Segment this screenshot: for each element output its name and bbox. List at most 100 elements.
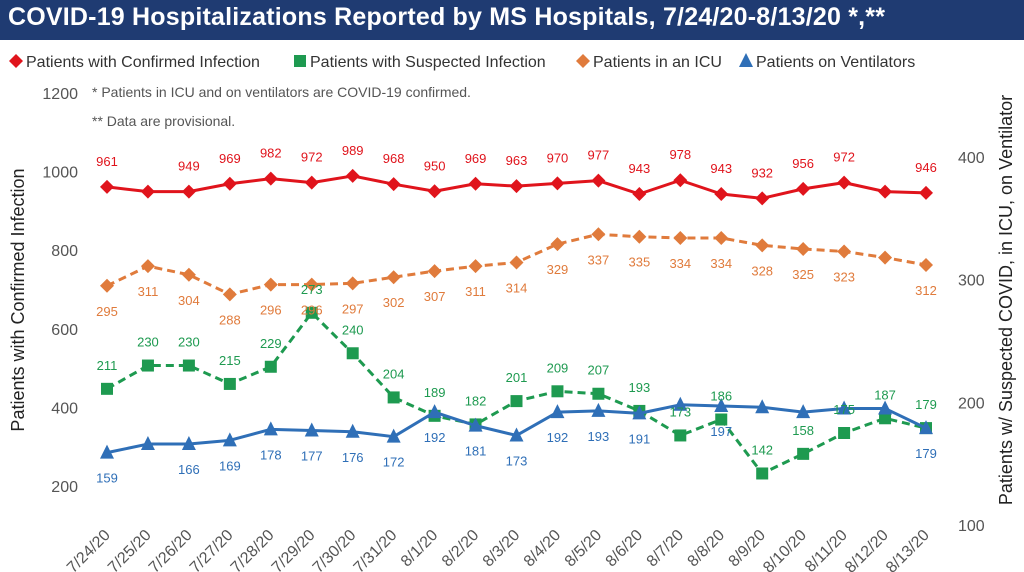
left-axis-title: Patients with Confirmed Infection — [8, 168, 28, 431]
legend-item: Patients with Confirmed Infection — [9, 54, 260, 71]
data-point — [756, 467, 769, 480]
data-label: 932 — [751, 165, 773, 180]
data-label: 189 — [424, 385, 446, 400]
data-label: 969 — [219, 151, 241, 166]
data-point — [263, 277, 278, 292]
data-point — [919, 257, 933, 272]
data-label: 192 — [424, 430, 446, 445]
data-label: 159 — [96, 471, 118, 486]
data-point — [632, 405, 647, 420]
x-tick-label: 8/8/20 — [685, 527, 729, 571]
data-label: 977 — [588, 148, 610, 163]
data-label: 211 — [97, 358, 118, 373]
data-label: 972 — [833, 150, 855, 165]
legend-item: Patients with Suspected Infection — [294, 54, 546, 71]
data-point — [427, 184, 442, 199]
legend: Patients with Confirmed Infection Patient… — [9, 53, 915, 71]
data-label: 328 — [751, 263, 773, 278]
data-label: 193 — [588, 429, 610, 444]
data-label: 312 — [915, 283, 937, 298]
data-point — [837, 175, 852, 190]
data-label: 192 — [547, 430, 569, 445]
data-point — [345, 423, 360, 438]
series-layer: 961 949 969 982 972 989 968 950 969 963 970 977 943 9… — [96, 143, 937, 486]
data-point — [263, 421, 278, 436]
legend-marker — [739, 53, 753, 67]
legend-marker — [576, 54, 590, 68]
data-label: 314 — [506, 280, 528, 295]
data-label: 961 — [96, 154, 118, 169]
title-bar: COVID-19 Hospitalizations Reported by MS… — [0, 0, 1024, 40]
data-label: 197 — [710, 424, 732, 439]
note-provisional: ** Data are provisional. — [92, 113, 235, 129]
data-point — [878, 400, 893, 415]
data-point — [591, 173, 606, 188]
data-label: 204 — [383, 366, 405, 381]
data-point — [878, 250, 893, 265]
data-point — [386, 270, 401, 285]
data-label: 337 — [588, 252, 610, 267]
left-tick-label: 400 — [51, 400, 78, 417]
data-label: 191 — [628, 431, 650, 446]
data-point — [387, 391, 400, 404]
data-label: 178 — [260, 447, 282, 462]
data-point — [755, 399, 770, 414]
data-point — [755, 238, 770, 253]
data-point — [796, 242, 811, 256]
data-point — [223, 377, 236, 390]
data-point — [550, 404, 565, 419]
data-label: 325 — [792, 267, 814, 282]
right-y-axis: 100 200 300 400 — [958, 150, 985, 535]
data-point — [222, 176, 237, 191]
data-point — [100, 179, 114, 194]
data-label: 296 — [260, 303, 282, 318]
data-point — [345, 168, 360, 183]
data-point — [427, 404, 442, 419]
data-label: 963 — [506, 153, 528, 168]
data-label: 179 — [915, 397, 937, 412]
data-label: 173 — [506, 453, 528, 468]
data-label: 946 — [915, 160, 937, 175]
data-label: 201 — [506, 370, 528, 385]
data-label: 307 — [424, 289, 446, 304]
data-point — [100, 444, 114, 459]
data-point — [305, 306, 318, 319]
data-label: 311 — [465, 284, 486, 299]
data-label: 956 — [792, 156, 814, 171]
legend-item: Patients in an ICU — [576, 54, 722, 71]
note-icu-ventilators: * Patients in ICU and on ventilators are… — [92, 84, 471, 100]
data-label: 142 — [751, 442, 773, 457]
data-label: 240 — [342, 322, 364, 337]
data-point — [797, 447, 810, 460]
data-label: 158 — [792, 423, 814, 438]
legend-label: Patients with Suspected Infection — [310, 54, 546, 71]
data-label: 193 — [628, 380, 650, 395]
x-tick-label: 8/13/20 — [883, 527, 933, 572]
data-point — [468, 176, 483, 191]
legend-label: Patients in an ICU — [593, 54, 722, 71]
data-label: 334 — [669, 256, 691, 271]
data-point — [838, 427, 851, 439]
data-label: 302 — [383, 295, 405, 310]
data-point — [550, 237, 565, 252]
data-label: 230 — [178, 335, 200, 350]
left-tick-label: 600 — [51, 322, 78, 339]
x-tick-label: 8/6/20 — [603, 527, 647, 571]
data-point — [140, 184, 155, 199]
data-label: 215 — [219, 353, 241, 368]
right-axis-title: Patients w/ Suspected COVID, in ICU, on … — [996, 95, 1016, 505]
left-y-axis: 200 400 600 800 1000 1200 — [42, 86, 78, 496]
data-point — [509, 255, 524, 270]
data-label: 295 — [96, 304, 118, 319]
data-point — [796, 404, 811, 419]
data-label: 186 — [710, 389, 732, 404]
data-label: 296 — [301, 303, 323, 318]
data-label: 187 — [874, 387, 896, 402]
data-point — [632, 229, 647, 244]
data-label: 297 — [342, 301, 364, 316]
data-label: 323 — [833, 269, 855, 284]
data-point — [386, 177, 401, 192]
data-label: 166 — [178, 462, 200, 477]
data-point — [304, 175, 319, 190]
data-point — [181, 184, 196, 199]
